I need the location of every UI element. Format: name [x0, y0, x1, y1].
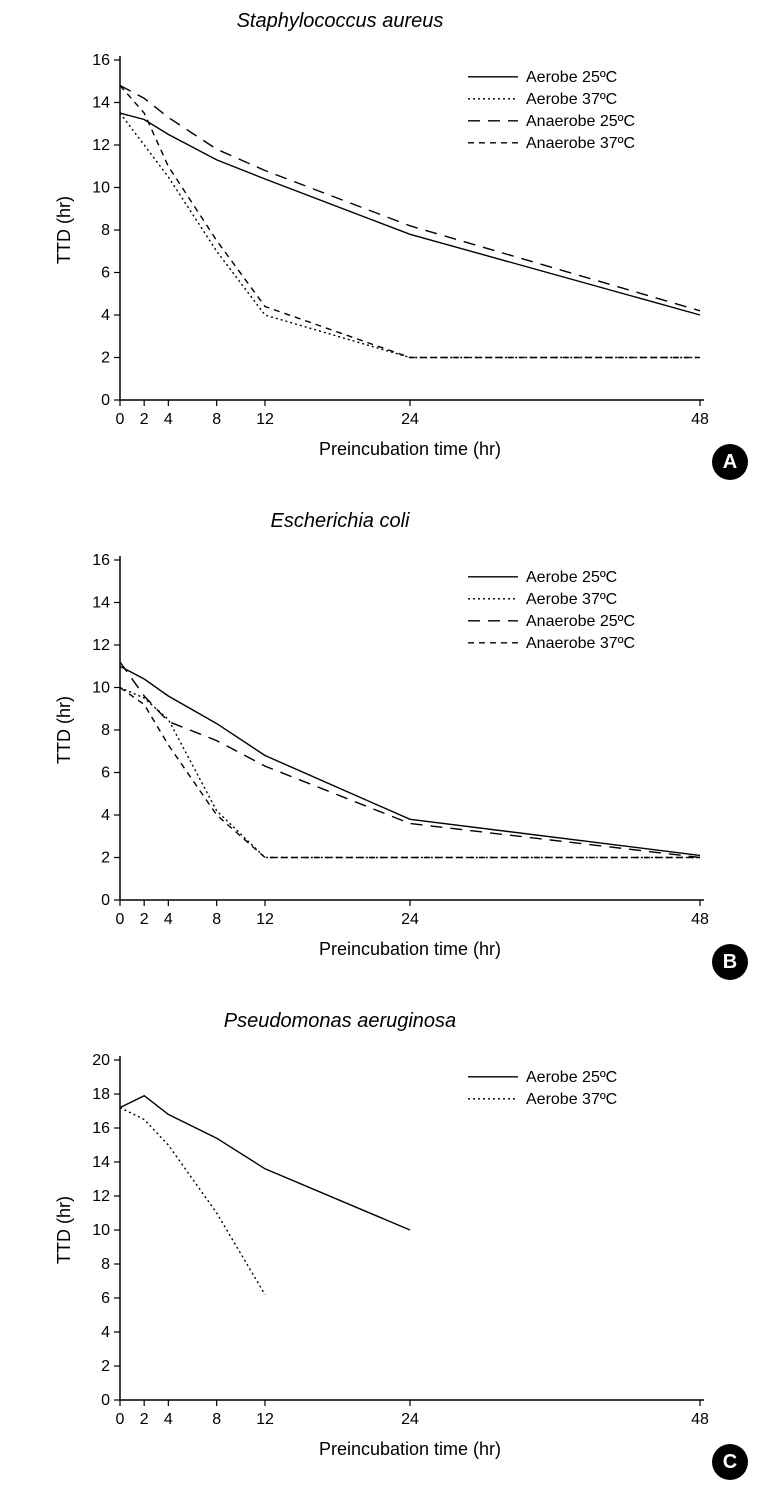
svg-text:Anaerobe 37ºC: Anaerobe 37ºC: [526, 135, 635, 152]
svg-text:12: 12: [92, 1188, 110, 1205]
svg-text:2: 2: [101, 1358, 110, 1375]
svg-text:12: 12: [256, 411, 274, 428]
svg-text:12: 12: [92, 137, 110, 154]
svg-text:Aerobe 37ºC: Aerobe 37ºC: [526, 91, 617, 108]
svg-text:8: 8: [212, 411, 221, 428]
svg-text:4: 4: [101, 1324, 110, 1341]
svg-text:8: 8: [101, 722, 110, 739]
svg-text:48: 48: [691, 411, 709, 428]
chart-a-title: Staphylococcus aureus: [0, 10, 680, 33]
svg-text:Preincubation time (hr): Preincubation time (hr): [319, 439, 501, 459]
svg-text:Aerobe 25ºC: Aerobe 25ºC: [526, 1069, 617, 1086]
svg-text:18: 18: [92, 1086, 110, 1103]
svg-text:Anaerobe 37ºC: Anaerobe 37ºC: [526, 635, 635, 652]
svg-text:0: 0: [116, 411, 125, 428]
svg-text:2: 2: [101, 850, 110, 867]
svg-text:14: 14: [92, 95, 110, 112]
svg-text:0: 0: [101, 892, 110, 909]
svg-text:12: 12: [92, 637, 110, 654]
svg-text:48: 48: [691, 911, 709, 928]
svg-text:8: 8: [101, 222, 110, 239]
svg-text:4: 4: [164, 411, 173, 428]
svg-text:10: 10: [92, 1222, 110, 1239]
panel-badge-c: C: [712, 1444, 748, 1480]
svg-text:2: 2: [140, 911, 149, 928]
panel-badge-b: B: [712, 944, 748, 980]
svg-text:TTD (hr): TTD (hr): [54, 196, 74, 264]
svg-text:8: 8: [212, 1411, 221, 1428]
svg-text:20: 20: [92, 1052, 110, 1069]
svg-text:6: 6: [101, 1290, 110, 1307]
svg-text:16: 16: [92, 1120, 110, 1137]
svg-text:Aerobe 25ºC: Aerobe 25ºC: [526, 69, 617, 86]
svg-text:0: 0: [116, 1411, 125, 1428]
chart-c-title: Pseudomonas aeruginosa: [0, 1010, 680, 1033]
chart-a-svg: 02468101214160248122448Preincubation tim…: [40, 40, 720, 480]
svg-text:12: 12: [256, 1411, 274, 1428]
svg-text:Anaerobe 25ºC: Anaerobe 25ºC: [526, 613, 635, 630]
svg-text:24: 24: [401, 911, 419, 928]
svg-text:Aerobe 37ºC: Aerobe 37ºC: [526, 1091, 617, 1108]
svg-text:2: 2: [101, 350, 110, 367]
svg-text:TTD (hr): TTD (hr): [54, 1196, 74, 1264]
svg-text:Preincubation time (hr): Preincubation time (hr): [319, 939, 501, 959]
svg-text:Aerobe 25ºC: Aerobe 25ºC: [526, 569, 617, 586]
svg-text:4: 4: [101, 307, 110, 324]
svg-text:0: 0: [101, 1392, 110, 1409]
svg-text:12: 12: [256, 911, 274, 928]
svg-text:16: 16: [92, 52, 110, 69]
svg-text:48: 48: [691, 1411, 709, 1428]
chart-panel-c: 024681012141618200248122448Preincubation…: [40, 1040, 720, 1480]
chart-b-svg: 02468101214160248122448Preincubation tim…: [40, 540, 720, 980]
chart-panel-b: 02468101214160248122448Preincubation tim…: [40, 540, 720, 980]
svg-text:Aerobe 37ºC: Aerobe 37ºC: [526, 591, 617, 608]
svg-text:24: 24: [401, 1411, 419, 1428]
svg-text:10: 10: [92, 180, 110, 197]
svg-text:Anaerobe 25ºC: Anaerobe 25ºC: [526, 113, 635, 130]
chart-panel-a: 02468101214160248122448Preincubation tim…: [40, 40, 720, 480]
chart-c-svg: 024681012141618200248122448Preincubation…: [40, 1040, 720, 1480]
page: Staphylococcus aureus 024681012141602481…: [0, 0, 758, 1507]
svg-text:6: 6: [101, 765, 110, 782]
svg-text:8: 8: [212, 911, 221, 928]
svg-text:2: 2: [140, 1411, 149, 1428]
panel-badge-a: A: [712, 444, 748, 480]
svg-text:16: 16: [92, 552, 110, 569]
svg-text:14: 14: [92, 1154, 110, 1171]
svg-text:24: 24: [401, 411, 419, 428]
svg-text:4: 4: [164, 911, 173, 928]
svg-text:6: 6: [101, 265, 110, 282]
svg-text:4: 4: [164, 1411, 173, 1428]
svg-text:4: 4: [101, 807, 110, 824]
svg-text:2: 2: [140, 411, 149, 428]
svg-text:10: 10: [92, 680, 110, 697]
svg-text:0: 0: [116, 911, 125, 928]
svg-text:TTD (hr): TTD (hr): [54, 696, 74, 764]
svg-text:0: 0: [101, 392, 110, 409]
svg-text:Preincubation time (hr): Preincubation time (hr): [319, 1439, 501, 1459]
chart-b-title: Escherichia coli: [0, 510, 680, 533]
svg-text:8: 8: [101, 1256, 110, 1273]
svg-text:14: 14: [92, 595, 110, 612]
